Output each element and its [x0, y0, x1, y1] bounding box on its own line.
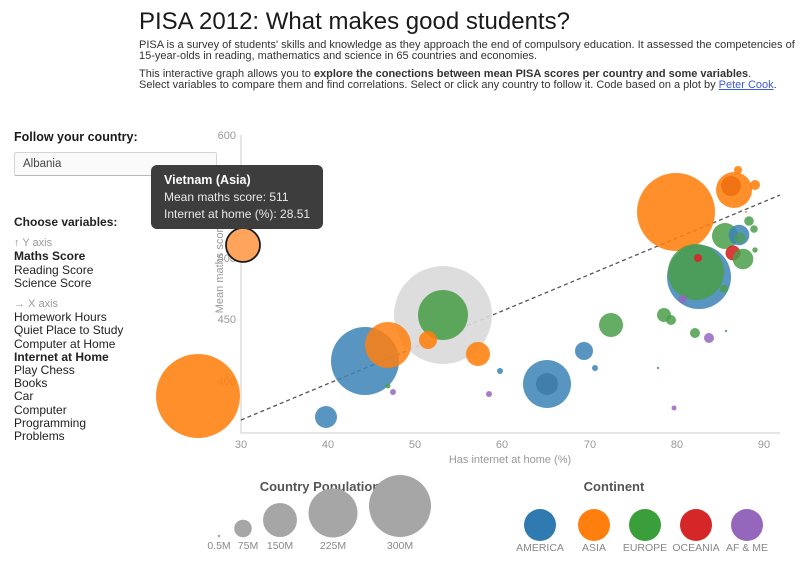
svg-text:75M: 75M: [238, 540, 258, 552]
svg-text:Country Population: Country Population: [260, 479, 381, 494]
svg-text:ASIA: ASIA: [582, 542, 606, 554]
svg-text:AF & ME: AF & ME: [726, 542, 768, 554]
svg-text:AMERICA: AMERICA: [516, 542, 564, 554]
svg-text:Continent: Continent: [584, 479, 645, 494]
svg-text:225M: 225M: [320, 540, 346, 552]
svg-text:OCEANIA: OCEANIA: [672, 542, 719, 554]
svg-text:150M: 150M: [267, 540, 293, 552]
svg-text:0.5M: 0.5M: [207, 540, 230, 552]
svg-text:300M: 300M: [387, 540, 413, 552]
svg-text:EUROPE: EUROPE: [623, 542, 667, 554]
